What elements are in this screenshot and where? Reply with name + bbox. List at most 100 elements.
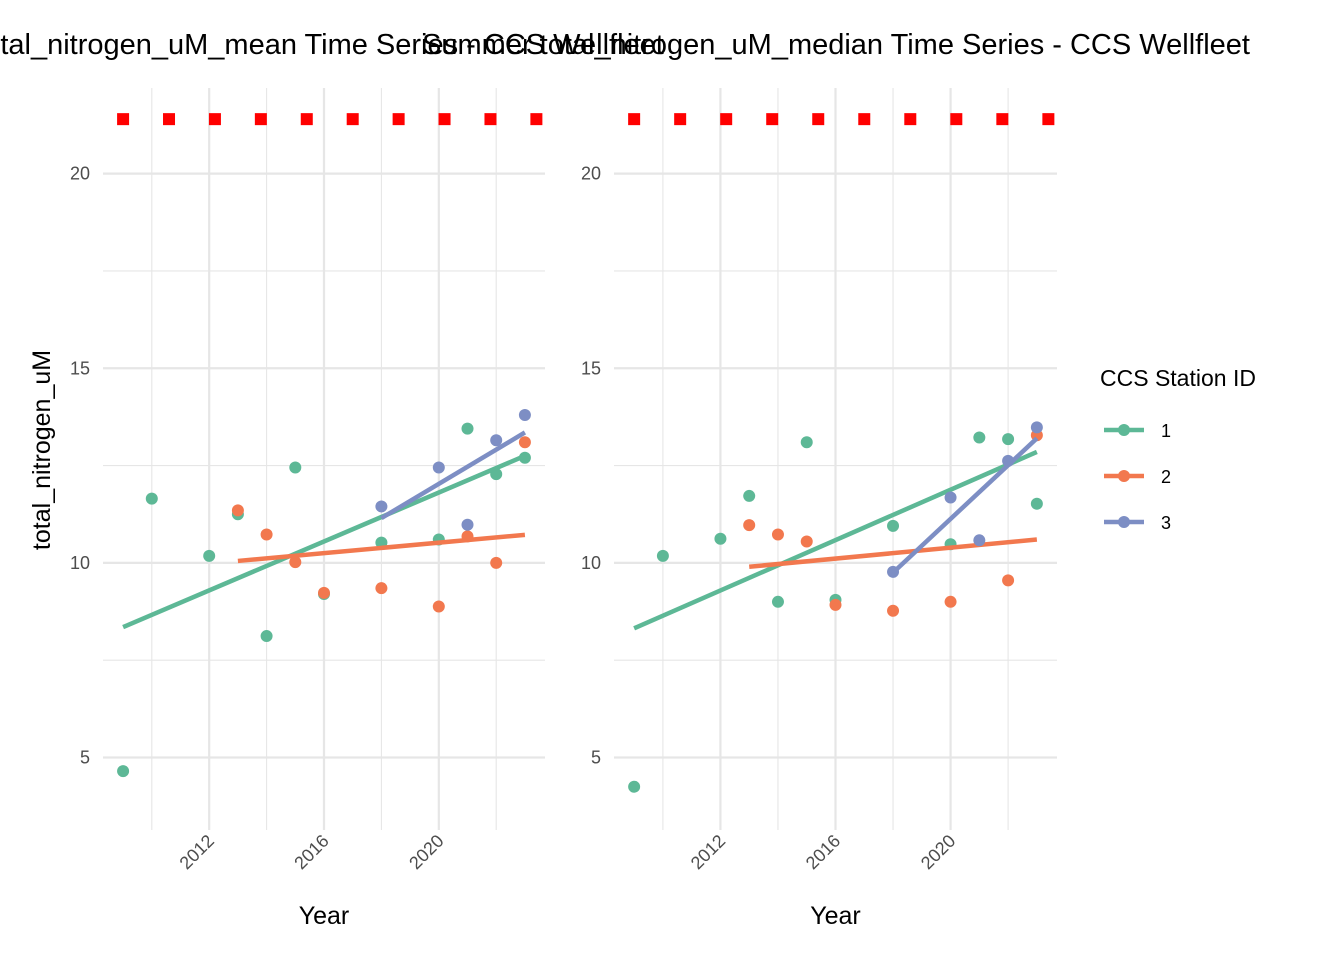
legend-item-3: 3 xyxy=(1104,513,1171,533)
red-square-marker xyxy=(1042,113,1055,126)
legend-label: 1 xyxy=(1161,421,1171,441)
legend-label: 2 xyxy=(1161,467,1171,487)
data-point-station-3 xyxy=(973,534,986,547)
series-2 xyxy=(743,429,1043,617)
y-tick-label: 10 xyxy=(581,553,601,573)
marker-row xyxy=(117,113,543,126)
data-point-station-3 xyxy=(944,491,957,504)
x-tick-label: 2016 xyxy=(802,831,844,873)
legend-title: CCS Station ID xyxy=(1100,365,1256,391)
data-point-station-1 xyxy=(145,492,158,505)
red-square-marker xyxy=(720,113,733,126)
data-point-station-1 xyxy=(656,549,669,562)
data-point-station-3 xyxy=(461,518,474,531)
legend-key-point xyxy=(1118,516,1130,528)
summer-median-time-series-panel: 5 10 15 20 2012 2016 2020 Year Summer total_nitr… xyxy=(422,29,1250,930)
trend-line-station-1 xyxy=(122,453,526,630)
chart-title: Summer total_nitrogen_uM_median Time Ser… xyxy=(422,29,1250,61)
trend-line-station-1 xyxy=(633,449,1038,631)
x-tick-label: 2020 xyxy=(917,831,959,873)
red-square-marker xyxy=(996,113,1009,126)
red-square-marker xyxy=(674,113,687,126)
red-square-marker xyxy=(300,113,313,126)
red-square-marker xyxy=(766,113,779,126)
trend-line-station-3 xyxy=(891,436,1039,575)
legend-key-point xyxy=(1118,470,1130,482)
data-point-station-1 xyxy=(771,595,784,608)
data-point-station-2 xyxy=(432,600,445,613)
y-axis-label: total_nitrogen_uM xyxy=(28,350,56,550)
data-point-station-1 xyxy=(800,436,813,449)
red-square-marker xyxy=(392,113,405,126)
data-point-station-2 xyxy=(829,598,842,611)
data-point-station-1 xyxy=(260,630,273,643)
data-point-station-1 xyxy=(887,519,900,532)
red-square-marker xyxy=(163,113,176,126)
data-point-station-1 xyxy=(1030,497,1043,510)
x-tick-label: 2016 xyxy=(290,831,332,873)
mean-time-series-panel: 5 10 15 20 2012 2016 2020 Year total_nitrogen_uM… xyxy=(0,29,664,930)
red-square-marker xyxy=(950,113,963,126)
red-square-marker xyxy=(438,113,451,126)
data-point-station-3 xyxy=(375,500,388,513)
data-point-station-1 xyxy=(714,532,727,545)
x-axis-label: Year xyxy=(299,902,350,930)
data-point-station-3 xyxy=(518,408,531,421)
series-3 xyxy=(887,421,1043,578)
legend-item-2: 2 xyxy=(1104,467,1171,487)
data-point-station-2 xyxy=(771,528,784,541)
data-point-station-2 xyxy=(260,528,273,541)
data-point-station-2 xyxy=(743,519,756,532)
chart-title: total_nitrogen_uM_mean Time Series - CCS… xyxy=(0,29,664,61)
y-tick-label: 5 xyxy=(80,748,90,768)
trend-line-station-2 xyxy=(748,537,1038,570)
y-tick-label: 15 xyxy=(581,358,601,378)
x-tick-label: 2012 xyxy=(176,831,218,873)
gridlines xyxy=(614,88,1057,830)
data-point-station-2 xyxy=(800,535,813,548)
trend-line-station-2 xyxy=(237,532,526,564)
red-square-marker xyxy=(208,113,221,126)
data-point-station-1 xyxy=(1002,433,1015,446)
x-axis-label: Year xyxy=(810,902,861,930)
y-tick-label: 10 xyxy=(70,553,90,573)
series-2 xyxy=(231,436,531,613)
series-1 xyxy=(628,431,1043,793)
data-point-station-1 xyxy=(289,461,302,474)
data-point-station-2 xyxy=(375,582,388,595)
data-point-station-2 xyxy=(289,556,302,569)
data-point-station-1 xyxy=(203,549,216,562)
trend-line-station-3 xyxy=(380,430,527,521)
legend-key-point xyxy=(1118,424,1130,436)
data-point-station-1 xyxy=(628,780,641,793)
y-tick-label: 5 xyxy=(591,748,601,768)
red-square-marker xyxy=(254,113,267,126)
data-point-station-2 xyxy=(490,556,503,569)
red-square-marker xyxy=(117,113,130,126)
data-point-station-2 xyxy=(887,604,900,617)
y-tick-label: 20 xyxy=(70,164,90,184)
gridlines xyxy=(103,88,545,830)
data-point-station-1 xyxy=(461,422,474,435)
red-square-marker xyxy=(484,113,497,126)
data-point-station-1 xyxy=(117,765,130,778)
legend-label: 3 xyxy=(1161,513,1171,533)
series-3 xyxy=(375,408,531,531)
data-point-station-3 xyxy=(1030,421,1043,434)
data-point-station-2 xyxy=(944,595,957,608)
red-square-marker xyxy=(628,113,641,126)
y-tick-label: 20 xyxy=(581,164,601,184)
marker-row xyxy=(628,113,1055,126)
data-point-station-2 xyxy=(231,504,244,517)
data-point-station-1 xyxy=(743,489,756,502)
data-point-station-2 xyxy=(518,436,531,449)
y-tick-label: 15 xyxy=(70,358,90,378)
red-square-marker xyxy=(904,113,917,126)
red-square-marker xyxy=(812,113,825,126)
x-tick-label: 2012 xyxy=(687,831,729,873)
data-point-station-1 xyxy=(973,431,986,444)
x-tick-label: 2020 xyxy=(405,831,447,873)
data-point-station-3 xyxy=(432,461,445,474)
legend: CCS Station ID 1 2 3 xyxy=(1100,365,1256,533)
